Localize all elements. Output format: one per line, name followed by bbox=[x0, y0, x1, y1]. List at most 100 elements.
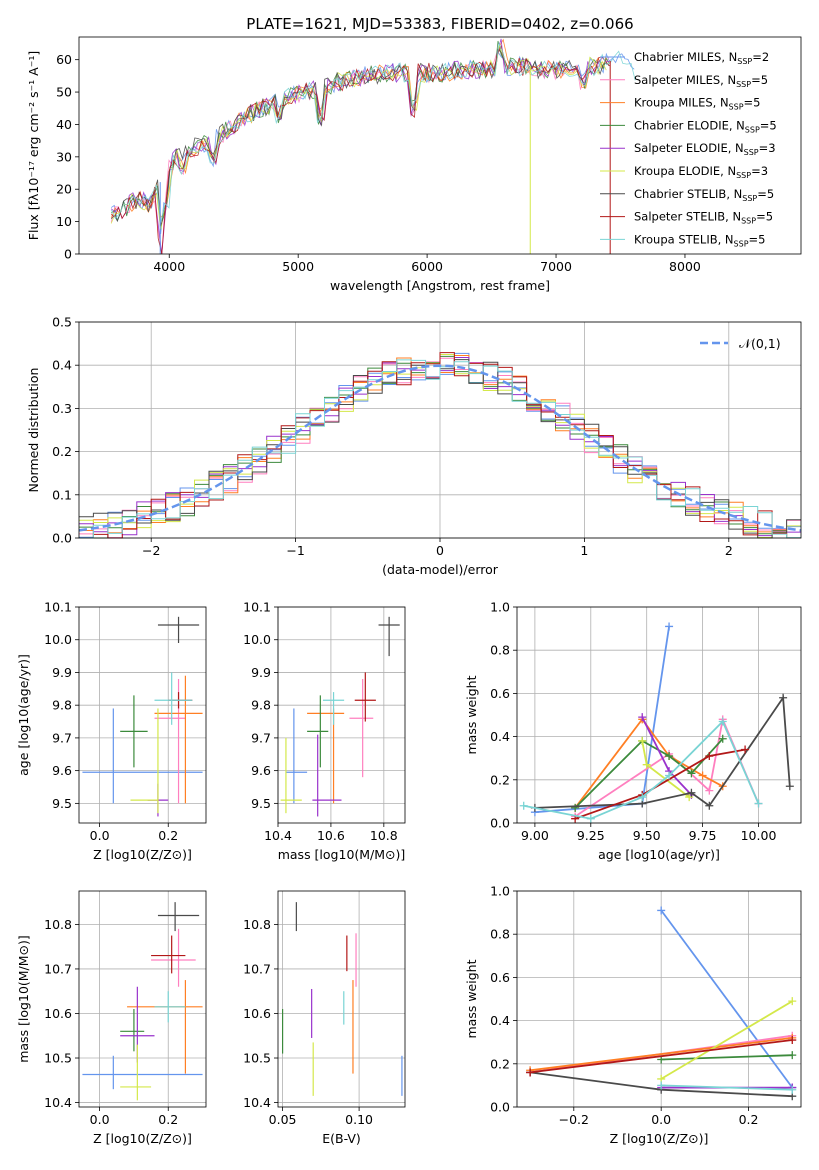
x-tick-label: −1 bbox=[286, 543, 304, 558]
y-tick-label: 10.6 bbox=[44, 1006, 72, 1021]
mass-weight-vs-metallicity-panel: −0.2 0.0 0.2 0.0 0.2 0.4 0.6 0.8 1.0 Z [log10(Z/Z… bbox=[464, 884, 802, 1146]
y-tick-label: 40 bbox=[56, 117, 72, 132]
legend-subscript: SSP bbox=[734, 239, 749, 248]
y-tick-label: 9.9 bbox=[251, 665, 271, 680]
figure-title: PLATE=1621, MJD=53383, FIBERID=0402, z=0… bbox=[246, 15, 633, 33]
mass-weight-line bbox=[641, 740, 690, 798]
x-axis-label: (data-model)/error bbox=[382, 562, 499, 577]
mass-vs-extinction-panel: 0.05 0.10 10.4 10.5 10.6 10.7 10.8 E(B-V) bbox=[243, 890, 406, 1146]
y-tick-label: 0.3 bbox=[52, 401, 72, 416]
x-axis-label: E(B-V) bbox=[322, 1131, 361, 1146]
legend-subscript: SSP bbox=[737, 57, 752, 66]
y-tick-label: 10.1 bbox=[243, 600, 271, 615]
x-tick-label: 0.0 bbox=[90, 1112, 110, 1127]
mass-weight-line bbox=[574, 748, 746, 820]
legend-label-rest: =5 bbox=[757, 187, 774, 201]
data-marker bbox=[754, 799, 763, 808]
y-tick-label: 0.4 bbox=[52, 358, 72, 373]
residual-histogram-panel: −2 −1 0 1 2 0.0 0.1 0.2 0.3 0.4 0.5 (data-model)/er… bbox=[26, 315, 802, 577]
data-marker bbox=[642, 760, 651, 769]
y-tick-label: 30 bbox=[56, 149, 72, 164]
x-tick-label: −0.2 bbox=[559, 1112, 589, 1127]
x-tick-label: 1 bbox=[580, 543, 588, 558]
y-tick-label: 9.5 bbox=[52, 796, 72, 811]
legend-label-rest: =3 bbox=[751, 164, 768, 178]
x-axis-label: Z [log10(Z/Z⊙)] bbox=[93, 1131, 192, 1146]
y-tick-label: 9.8 bbox=[251, 698, 271, 713]
x-axis-label: Z [log10(Z/Z⊙)] bbox=[610, 1131, 709, 1146]
y-tick-label: 9.6 bbox=[52, 763, 72, 778]
x-tick-label: 9.75 bbox=[689, 828, 717, 843]
legend-label-rest: =5 bbox=[756, 210, 773, 224]
legend-label: Chabrier STELIB, NSSP=5 bbox=[634, 187, 774, 203]
y-tick-label: 0.0 bbox=[490, 816, 510, 831]
x-tick-label: 9.50 bbox=[633, 828, 661, 843]
y-tick-label: 0.1 bbox=[52, 487, 72, 502]
histogram-step bbox=[79, 352, 801, 539]
legend-subscript: SSP bbox=[741, 217, 756, 226]
y-tick-label: 50 bbox=[56, 85, 72, 100]
y-tick-label: 9.6 bbox=[251, 763, 271, 778]
legend-label: Chabrier ELODIE, NSSP=5 bbox=[634, 118, 777, 134]
y-tick-label: 9.7 bbox=[251, 730, 271, 745]
x-tick-label: 0.05 bbox=[269, 1112, 297, 1127]
axes-frame bbox=[78, 890, 207, 1108]
y-tick-label: 0.0 bbox=[490, 1100, 510, 1115]
data-marker bbox=[779, 693, 788, 702]
x-tick-label: 0.10 bbox=[345, 1112, 373, 1127]
y-tick-label: 10.0 bbox=[44, 632, 72, 647]
spectrum-line bbox=[110, 38, 607, 218]
spectrum-line bbox=[110, 50, 610, 255]
legend-label: Kroupa MILES, NSSP=5 bbox=[634, 96, 760, 112]
data-marker bbox=[788, 1051, 797, 1060]
y-tick-label: 0.2 bbox=[52, 444, 72, 459]
legend-label-rest: =5 bbox=[751, 73, 768, 87]
mass-vs-metallicity-panel: 0.0 0.2 10.4 10.5 10.6 10.7 10.8 Z [log10(Z/Z⊙)… bbox=[16, 890, 207, 1146]
data-marker bbox=[571, 803, 580, 812]
axes-frame bbox=[516, 890, 802, 1108]
data-marker bbox=[698, 771, 707, 780]
x-tick-label: 7000 bbox=[540, 259, 572, 274]
y-tick-label: 0.5 bbox=[52, 315, 72, 330]
y-tick-label: 10.8 bbox=[44, 917, 72, 932]
legend-subscript: SSP bbox=[742, 194, 757, 203]
legend-label-rest: =2 bbox=[752, 50, 769, 64]
x-tick-label: 0.2 bbox=[158, 828, 178, 843]
y-tick-label: 0.0 bbox=[52, 531, 72, 546]
spectrum-panel: 4000 5000 6000 7000 8000 0 10 20 30 40 50 60 wavelen… bbox=[26, 36, 802, 293]
legend-subscript: SSP bbox=[736, 171, 751, 180]
axes-frame bbox=[78, 606, 207, 824]
x-tick-label: 0.0 bbox=[651, 1112, 671, 1127]
y-tick-label: 0.6 bbox=[490, 970, 510, 985]
data-marker bbox=[687, 788, 696, 797]
data-marker bbox=[638, 736, 647, 745]
y-axis-label: Flux [fλ10⁻¹⁷ erg cm⁻² s⁻¹ A⁻¹] bbox=[26, 51, 41, 240]
y-tick-label: 1.0 bbox=[490, 884, 510, 899]
y-tick-label: 10.0 bbox=[243, 632, 271, 647]
mass-weight-vs-age-panel: 9.00 9.25 9.50 9.75 10.00 0.0 0.2 0.4 0.6 0.8 1.0 a… bbox=[464, 600, 802, 862]
legend-label: Salpeter STELIB, NSSP=5 bbox=[634, 210, 773, 226]
y-tick-label: 1.0 bbox=[490, 600, 510, 615]
y-tick-label: 10.4 bbox=[44, 1095, 72, 1110]
data-marker bbox=[685, 793, 694, 802]
x-tick-label: 4000 bbox=[153, 259, 185, 274]
axes-frame bbox=[516, 606, 802, 824]
y-tick-label: 9.9 bbox=[52, 665, 72, 680]
mass-weight-line bbox=[660, 909, 794, 1089]
mass-weight-line bbox=[660, 1000, 793, 1080]
x-tick-label: 10.6 bbox=[317, 828, 345, 843]
x-tick-label: 9.25 bbox=[577, 828, 605, 843]
x-axis-label: wavelength [Angstrom, rest frame] bbox=[330, 278, 550, 293]
y-tick-label: 10.7 bbox=[243, 961, 271, 976]
data-marker bbox=[687, 769, 696, 778]
data-marker bbox=[657, 906, 666, 915]
y-tick-label: 0.6 bbox=[490, 686, 510, 701]
data-marker bbox=[788, 1085, 797, 1094]
y-tick-label: 60 bbox=[56, 52, 72, 67]
y-tick-label: 10.6 bbox=[243, 1006, 271, 1021]
legend-label: Chabrier MILES, NSSP=2 bbox=[634, 50, 769, 66]
x-axis-label: age [log10(age/yr)] bbox=[598, 847, 720, 862]
data-marker bbox=[785, 782, 794, 791]
legend-subscript: SSP bbox=[744, 148, 759, 157]
